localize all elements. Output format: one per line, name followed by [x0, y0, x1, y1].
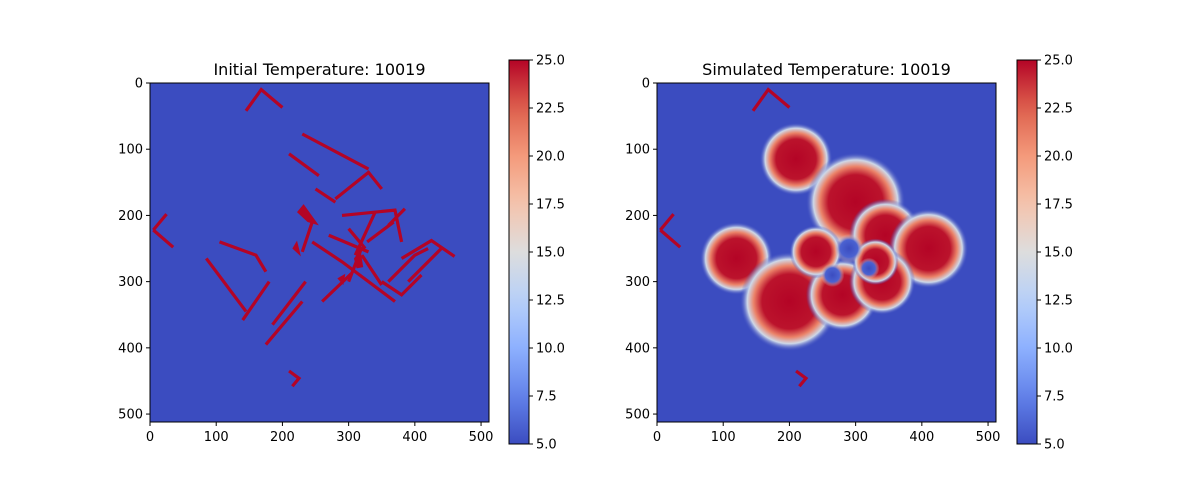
heat-source-wall-1 — [244, 87, 284, 112]
colorbar-tick-label: 15.0 — [536, 246, 565, 261]
heatmap-field — [152, 87, 456, 388]
x-tick-label: 200 — [777, 430, 802, 445]
y-tick-label: 500 — [625, 408, 650, 423]
heat-source-wall-3 — [152, 228, 175, 249]
heat-source-wall-2 — [152, 213, 168, 232]
colorbar-tick-label: 12.5 — [536, 294, 565, 309]
colorbar-tick-label: 12.5 — [1044, 294, 1073, 309]
heat-source-wall-24 — [380, 273, 423, 297]
heat-source-wall-21 — [204, 257, 248, 313]
colorbar — [509, 60, 529, 444]
panel-2: Simulated Temperature: 10019 0 100 200 300 40… — [625, 54, 1073, 453]
colorbar-tick-label: 20.0 — [1044, 150, 1073, 165]
heat-source-wall-1 — [751, 87, 791, 112]
x-tick-label: 500 — [976, 430, 1001, 445]
cold-region-2 — [858, 257, 880, 279]
cold-region-1 — [834, 233, 864, 264]
heat-source-wall-28 — [407, 247, 443, 283]
heat-source-wall-19 — [271, 280, 307, 326]
heat-source-wall-10 — [347, 227, 367, 250]
x-tick-label: 100 — [204, 430, 229, 445]
heat-source-blob-1 — [296, 204, 319, 226]
panel-title: Initial Temperature: 10019 — [213, 60, 425, 79]
x-tick-label: 300 — [336, 430, 361, 445]
colorbar-tick-label: 15.0 — [1044, 246, 1073, 261]
y-tick-label: 100 — [118, 143, 143, 158]
y-tick-label: 0 — [642, 77, 650, 92]
heat-source-wall-20 — [241, 280, 271, 321]
heat-source-wall-18 — [264, 300, 304, 346]
colorbar-tick-label: 7.5 — [1044, 390, 1065, 405]
x-tick-label: 500 — [469, 430, 494, 445]
colorbar-tick-label: 25.0 — [536, 54, 565, 69]
heat-source-wall-25 — [367, 280, 396, 303]
heatmap-field — [659, 87, 969, 388]
x-tick-label: 100 — [711, 430, 736, 445]
heat-source-wall-6 — [288, 152, 320, 177]
y-tick-label: 500 — [118, 408, 143, 423]
y-tick-label: 300 — [625, 275, 650, 290]
x-tick-label: 0 — [146, 430, 154, 445]
colorbar — [1017, 60, 1037, 444]
cold-region-3 — [820, 263, 845, 287]
heat-source-wall-3 — [659, 228, 682, 249]
x-tick-label: 0 — [653, 430, 661, 445]
x-tick-label: 300 — [843, 430, 868, 445]
colorbar-tick-label: 17.5 — [536, 198, 565, 213]
y-tick-label: 400 — [625, 341, 650, 356]
heat-source-wall-27 — [400, 238, 456, 260]
heat-source-wall-5 — [301, 132, 370, 171]
heat-source-wall-17 — [321, 271, 354, 303]
y-tick-label: 200 — [118, 209, 143, 224]
heatmap-background — [150, 83, 489, 422]
heat-source-wall-9 — [341, 208, 404, 243]
heat-source-blob-2 — [292, 240, 301, 257]
y-tick-label: 400 — [118, 341, 143, 356]
y-tick-label: 300 — [118, 275, 143, 290]
colorbar-tick-label: 7.5 — [536, 390, 557, 405]
colorbar-tick-label: 25.0 — [1044, 54, 1073, 69]
heat-source-wall-4 — [288, 369, 302, 388]
heat-source-wall-23 — [311, 240, 370, 283]
heat-source-wall-7 — [314, 187, 337, 204]
colorbar-tick-label: 20.0 — [536, 150, 565, 165]
panel-1: Initial Temperature: 10019 0 100 200 300 400 5… — [118, 54, 565, 453]
colorbar-tick-label: 22.5 — [1044, 102, 1073, 117]
colorbar-tick-label: 22.5 — [536, 102, 565, 117]
y-tick-label: 0 — [135, 77, 143, 92]
heat-source-wall-22 — [218, 240, 268, 273]
x-tick-label: 400 — [402, 430, 427, 445]
heat-source-wall-8 — [334, 170, 383, 201]
heat-source-wall-26 — [387, 247, 429, 283]
heat-source-wall-16 — [353, 211, 377, 256]
heat-source-wall-29 — [387, 207, 407, 227]
colorbar-tick-label: 10.0 — [1044, 342, 1073, 357]
heat-source-wall-4 — [795, 369, 809, 388]
heat-source-wall-2 — [659, 213, 675, 232]
heat-source-blob-3 — [353, 249, 364, 269]
y-tick-label: 100 — [625, 143, 650, 158]
colorbar-tick-label: 5.0 — [1044, 438, 1065, 453]
colorbar-tick-label: 5.0 — [536, 438, 557, 453]
x-tick-label: 400 — [909, 430, 934, 445]
axes-frame — [149, 82, 490, 423]
x-tick-label: 200 — [270, 430, 295, 445]
panel-title: Simulated Temperature: 10019 — [702, 60, 951, 79]
y-tick-label: 200 — [625, 209, 650, 224]
heat-source-wall-15 — [360, 254, 384, 286]
axes-frame — [656, 82, 997, 423]
colorbar-tick-label: 17.5 — [1044, 198, 1073, 213]
heat-source-blob-4 — [337, 273, 346, 285]
colorbar-tick-label: 10.0 — [536, 342, 565, 357]
heat-source-wall-12 — [300, 221, 314, 253]
